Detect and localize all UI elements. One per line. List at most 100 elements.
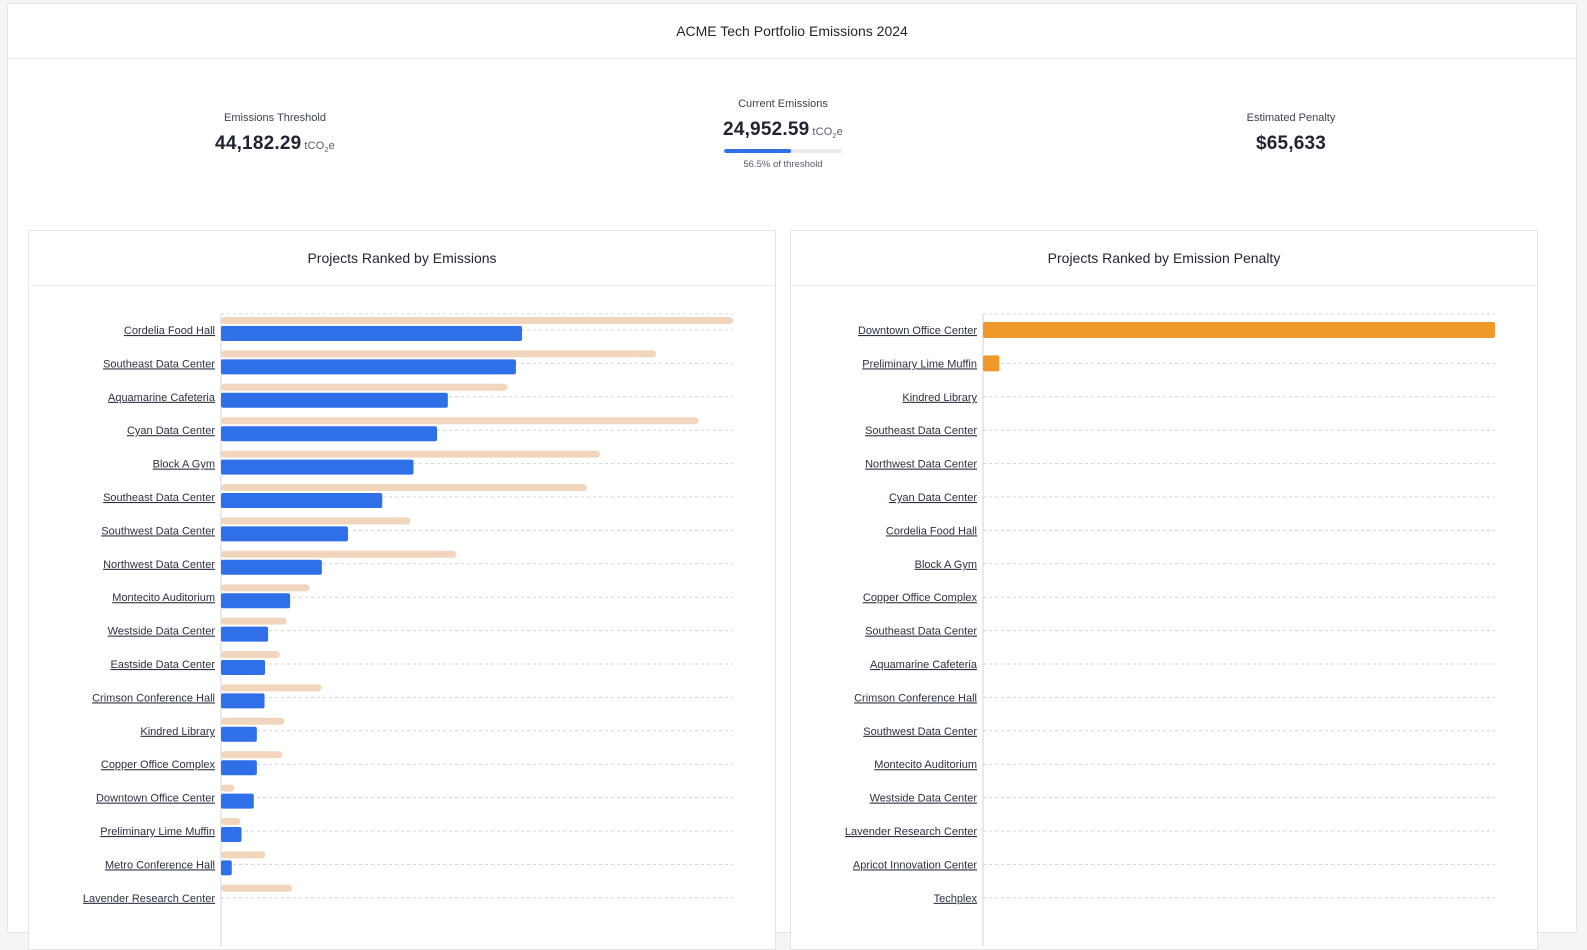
emissions-category-link[interactable]: Kindred Library [140, 726, 215, 738]
emissions-category-link[interactable]: Cordelia Food Hall [124, 325, 215, 337]
emissions-emissions-bar [221, 660, 266, 675]
threshold-metric: Emissions Threshold 44,182.29 tCO2e [215, 112, 335, 155]
emissions-threshold-bar [221, 717, 285, 725]
penalty-penalty-bar [983, 355, 1000, 372]
emissions-emissions-bar [221, 860, 232, 876]
emissions-chart-title: Projects Ranked by Emissions [29, 231, 775, 286]
penalty-category-link[interactable]: Southeast Data Center [865, 626, 977, 638]
penalty-category-link[interactable]: Westside Data Center [870, 793, 978, 805]
emissions-category-link[interactable]: Downtown Office Center [96, 793, 215, 805]
penalty-value: $65,633 [1255, 133, 1327, 154]
emissions-category-link[interactable]: Preliminary Lime Muffin [100, 826, 215, 838]
emissions-emissions-bar [221, 359, 516, 375]
emissions-threshold-bar [221, 317, 733, 324]
emissions-emissions-bar [221, 559, 322, 575]
emissions-threshold-bar [221, 617, 287, 625]
emissions-category-link[interactable]: Southeast Data Center [103, 358, 215, 370]
emissions-threshold-bar [221, 818, 241, 825]
penalty-category-link[interactable]: Lavender Research Center [845, 826, 977, 838]
penalty-category-link[interactable]: Downtown Office Center [858, 325, 977, 337]
emissions-emissions-bar [221, 593, 291, 609]
penalty-ranking-panel: Projects Ranked by Emission Penalty Down… [790, 230, 1538, 950]
progress-caption: 56.5% of threshold [743, 159, 823, 170]
penalty-category-link[interactable]: Techplex [934, 893, 978, 905]
emissions-category-link[interactable]: Cyan Data Center [127, 425, 215, 437]
metrics-row: Emissions Threshold 44,182.29 tCO2e Curre… [8, 59, 1576, 229]
emissions-category-link[interactable]: Montecito Auditorium [112, 592, 215, 604]
emissions-emissions-bar [221, 493, 383, 508]
emissions-category-link[interactable]: Copper Office Complex [101, 759, 216, 771]
emissions-chart-svg: Cordelia Food Hall Southeast Data Center A… [83, 313, 733, 946]
emissions-threshold-bar [221, 784, 235, 792]
emissions-threshold-bar [221, 450, 600, 458]
emissions-ranking-panel: Projects Ranked by Emissions Cordelia Fo… [28, 230, 776, 950]
penalty-category-link[interactable]: Preliminary Lime Muffin [862, 358, 977, 370]
penalty-category-link[interactable]: Kindred Library [902, 392, 977, 404]
emissions-category-link[interactable]: Block A Gym [153, 459, 215, 471]
threshold-label: Emissions Threshold [224, 112, 326, 124]
emissions-emissions-bar [221, 693, 265, 709]
penalty-chart-svg: Downtown Office Center Preliminary Lime M… [845, 313, 1495, 946]
emissions-emissions-bar [221, 793, 254, 809]
emissions-threshold-bar [221, 884, 293, 892]
threshold-progress-bar [724, 149, 842, 153]
emissions-chart: Cordelia Food Hall Southeast Data Center A… [29, 286, 775, 946]
emissions-emissions-bar [221, 459, 414, 475]
emissions-threshold-bar [221, 684, 322, 692]
emissions-threshold-bar [221, 517, 411, 525]
emissions-category-link[interactable]: Crimson Conference Hall [92, 692, 215, 704]
current-emissions-label: Current Emissions [738, 98, 828, 110]
penalty-category-link[interactable]: Aquamarine Cafeteria [870, 659, 978, 671]
penalty-category-link[interactable]: Northwest Data Center [865, 459, 977, 471]
emissions-threshold-bar [221, 417, 699, 425]
threshold-unit: tCO2e [304, 140, 335, 155]
penalty-category-link[interactable]: Block A Gym [915, 559, 977, 571]
current-emissions-unit: tCO2e [812, 126, 843, 141]
dashboard-frame: ACME Tech Portfolio Emissions 2024 Emiss… [7, 3, 1577, 950]
threshold-progress-fill [724, 149, 791, 153]
penalty-penalty-bar [983, 322, 1495, 338]
penalty-category-link[interactable]: Apricot Innovation Center [853, 859, 977, 871]
emissions-threshold-bar [221, 350, 657, 358]
emissions-category-link[interactable]: Northwest Data Center [103, 559, 215, 571]
threshold-value: 44,182.29 tCO2e [215, 133, 335, 155]
emissions-emissions-bar [221, 326, 523, 341]
emissions-emissions-bar [221, 392, 448, 408]
emissions-threshold-bar [221, 751, 283, 759]
emissions-category-link[interactable]: Southwest Data Center [101, 525, 215, 537]
threshold-number: 44,182.29 [215, 133, 302, 154]
emissions-emissions-bar [221, 726, 257, 742]
penalty-category-link[interactable]: Copper Office Complex [863, 592, 978, 604]
penalty-label: Estimated Penalty [1246, 112, 1336, 124]
emissions-threshold-bar [221, 584, 310, 592]
penalty-chart-title: Projects Ranked by Emission Penalty [791, 231, 1537, 286]
page-title: ACME Tech Portfolio Emissions 2024 [676, 23, 908, 39]
penalty-category-link[interactable]: Cyan Data Center [889, 492, 977, 504]
penalty-category-link[interactable]: Montecito Auditorium [874, 759, 977, 771]
emissions-category-link[interactable]: Eastside Data Center [110, 659, 215, 671]
emissions-category-link[interactable]: Westside Data Center [108, 626, 216, 638]
emissions-emissions-bar [221, 760, 257, 776]
penalty-category-link[interactable]: Southwest Data Center [863, 726, 977, 738]
emissions-threshold-bar [221, 651, 280, 658]
emissions-threshold-bar [221, 550, 457, 558]
emissions-emissions-bar [221, 827, 242, 842]
penalty-metric: Estimated Penalty $65,633 [1247, 112, 1336, 155]
penalty-category-link[interactable]: Southeast Data Center [865, 425, 977, 437]
emissions-category-link[interactable]: Lavender Research Center [83, 893, 215, 905]
penalty-category-link[interactable]: Crimson Conference Hall [854, 692, 977, 704]
penalty-chart: Downtown Office Center Preliminary Lime M… [791, 286, 1537, 946]
dashboard-header: ACME Tech Portfolio Emissions 2024 [8, 4, 1576, 59]
current-emissions-value: 24,952.59 tCO2e [723, 119, 843, 141]
penalty-category-link[interactable]: Cordelia Food Hall [886, 525, 977, 537]
emissions-emissions-bar [221, 626, 269, 642]
emissions-emissions-bar [221, 426, 438, 442]
emissions-category-link[interactable]: Metro Conference Hall [105, 859, 215, 871]
emissions-threshold-bar [221, 383, 508, 391]
current-emissions-metric: Current Emissions 24,952.59 tCO2e 56.5% o… [723, 98, 843, 170]
emissions-threshold-bar [221, 851, 266, 859]
emissions-emissions-bar [221, 526, 348, 542]
emissions-category-link[interactable]: Southeast Data Center [103, 492, 215, 504]
emissions-threshold-bar [221, 484, 588, 491]
emissions-category-link[interactable]: Aquamarine Cafeteria [108, 392, 216, 404]
